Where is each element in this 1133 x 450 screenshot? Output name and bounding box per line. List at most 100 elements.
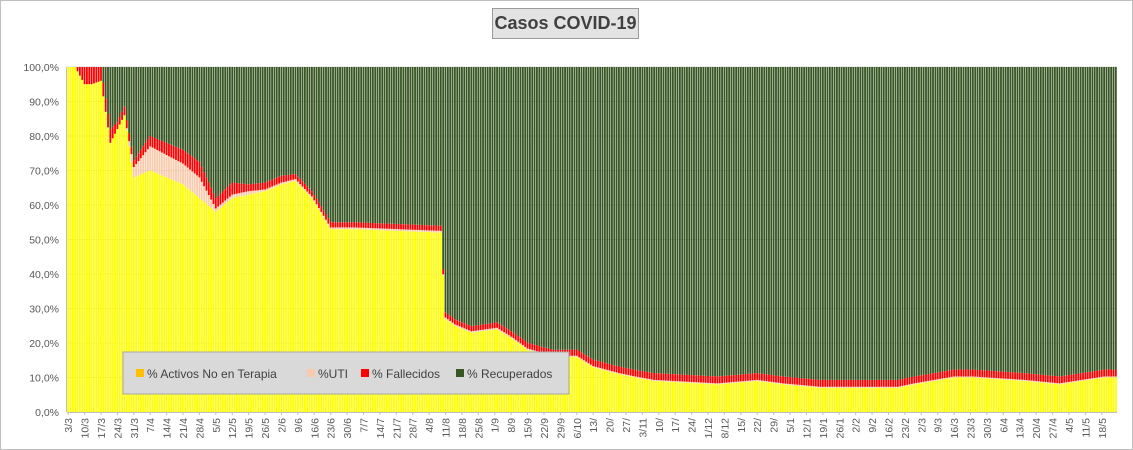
bar-segment-recuperados [360,67,363,223]
bar-segment-uti [995,378,998,380]
bar-segment-activos [854,387,857,412]
bar-segment-activos [146,171,149,412]
bar-segment-activos [69,67,72,412]
bar-segment-fallecidos [378,223,381,229]
bar-segment-uti [695,382,698,384]
bar-segment-recuperados [463,67,466,324]
bar-segment-activos [123,115,126,413]
bar-segment-recuperados [709,67,712,377]
bar-segment-fallecidos [1023,373,1026,380]
bar-segment-uti [1042,381,1045,383]
bar-segment-fallecidos [285,175,288,182]
bar-segment-fallecidos [196,160,198,176]
bar-segment-fallecidos [332,222,334,228]
bar-segment-activos [355,229,358,412]
bar-segment-fallecidos [186,153,189,168]
bar-segment-fallecidos [761,373,763,381]
bar-segment-fallecidos [498,323,501,330]
bar-segment-activos [704,383,707,412]
bar-segment-fallecidos [622,367,625,375]
bar-segment-recuperados [983,67,986,371]
bar-segment-recuperados [981,67,984,371]
legend-marker [307,369,315,377]
bar-segment-recuperados [899,67,902,380]
bar-segment-recuperados [547,67,550,349]
bar-segment-fallecidos [817,379,820,387]
bar-segment-activos [1096,378,1098,412]
bar-segment-recuperados [538,67,541,346]
bar-segment-fallecidos [676,374,679,382]
bar-segment-recuperados [1051,67,1054,376]
bar-segment-activos [660,381,663,412]
bar-segment-recuperados [172,67,175,146]
bar-segment-uti [186,167,189,189]
bar-segment-recuperados [156,67,159,139]
x-tick-label: 26/5 [260,418,272,439]
bar-segment-fallecidos [1009,372,1012,379]
bar-segment-activos [404,231,407,412]
x-tick-label: 23/3 [966,418,978,439]
bar-segment-recuperados [1049,67,1052,376]
bar-segment-uti [318,208,320,210]
bar-segment-activos [1091,379,1094,412]
bar-segment-fallecidos [899,379,902,387]
bar-segment-fallecidos [336,222,339,228]
bar-segment-activos [203,202,206,412]
bar-segment-activos [118,124,121,412]
bar-segment-recuperados [1021,67,1023,373]
bar-segment-uti [786,383,789,385]
bar-segment-fallecidos [308,188,311,194]
bar-segment-recuperados [470,67,473,327]
bar-segment-uti [1063,382,1066,384]
bar-segment-recuperados [444,67,447,313]
bar-segment-uti [1028,380,1031,382]
bar-segment-uti [929,380,932,382]
bar-segment-uti [744,380,747,382]
bar-segment-uti [142,155,145,174]
bar-segment-recuperados [730,67,733,376]
bar-segment-uti [336,227,339,230]
bar-segment-fallecidos [200,167,203,182]
bar-segment-recuperados [273,67,276,179]
bar-segment-recuperados [826,67,829,380]
bar-segment-fallecidos [981,370,984,378]
bar-segment-recuperados [135,67,138,157]
bar-segment-recuperados [796,67,798,378]
bar-segment-recuperados [606,67,609,364]
bar-segment-uti [611,371,613,373]
bar-segment-fallecidos [763,373,766,381]
bar-segment-uti [1072,381,1075,383]
bar-segment-recuperados [510,67,513,332]
bar-segment-activos [207,205,210,412]
bar-segment-activos [1044,383,1047,412]
bar-segment-fallecidos [322,210,325,216]
bar-segment-recuperados [449,67,452,316]
bar-segment-uti [425,230,428,233]
bar-segment-fallecidos [765,374,768,382]
bar-segment-fallecidos [721,376,723,383]
bar-segment-fallecidos [193,158,196,174]
bar-segment-uti [690,381,693,383]
bar-segment-uti [573,355,576,357]
bar-segment-uti [282,182,285,184]
bar-segment-uti [311,196,313,199]
bar-segment-recuperados [946,67,948,371]
bar-segment-activos [395,230,398,412]
bar-segment-recuperados [1065,67,1068,376]
bar-segment-fallecidos [730,375,733,383]
bar-segment-activos [402,231,405,412]
bar-segment-fallecidos [500,325,503,331]
bar-segment-activos [777,383,780,412]
bar-segment-activos [847,387,850,412]
bar-segment-uti [807,385,810,387]
bar-segment-activos [948,378,951,412]
bar-segment-fallecidos [240,183,243,193]
bar-segment-activos [901,386,904,412]
y-tick-label: 50,0% [29,235,59,247]
bar-segment-uti [486,329,489,331]
bar-segment-recuperados [378,67,381,224]
bar-segment-fallecidos [1046,375,1049,383]
bar-segment-activos [622,375,625,412]
bar-segment-recuperados [552,67,555,350]
bar-segment-fallecidos [739,374,742,382]
